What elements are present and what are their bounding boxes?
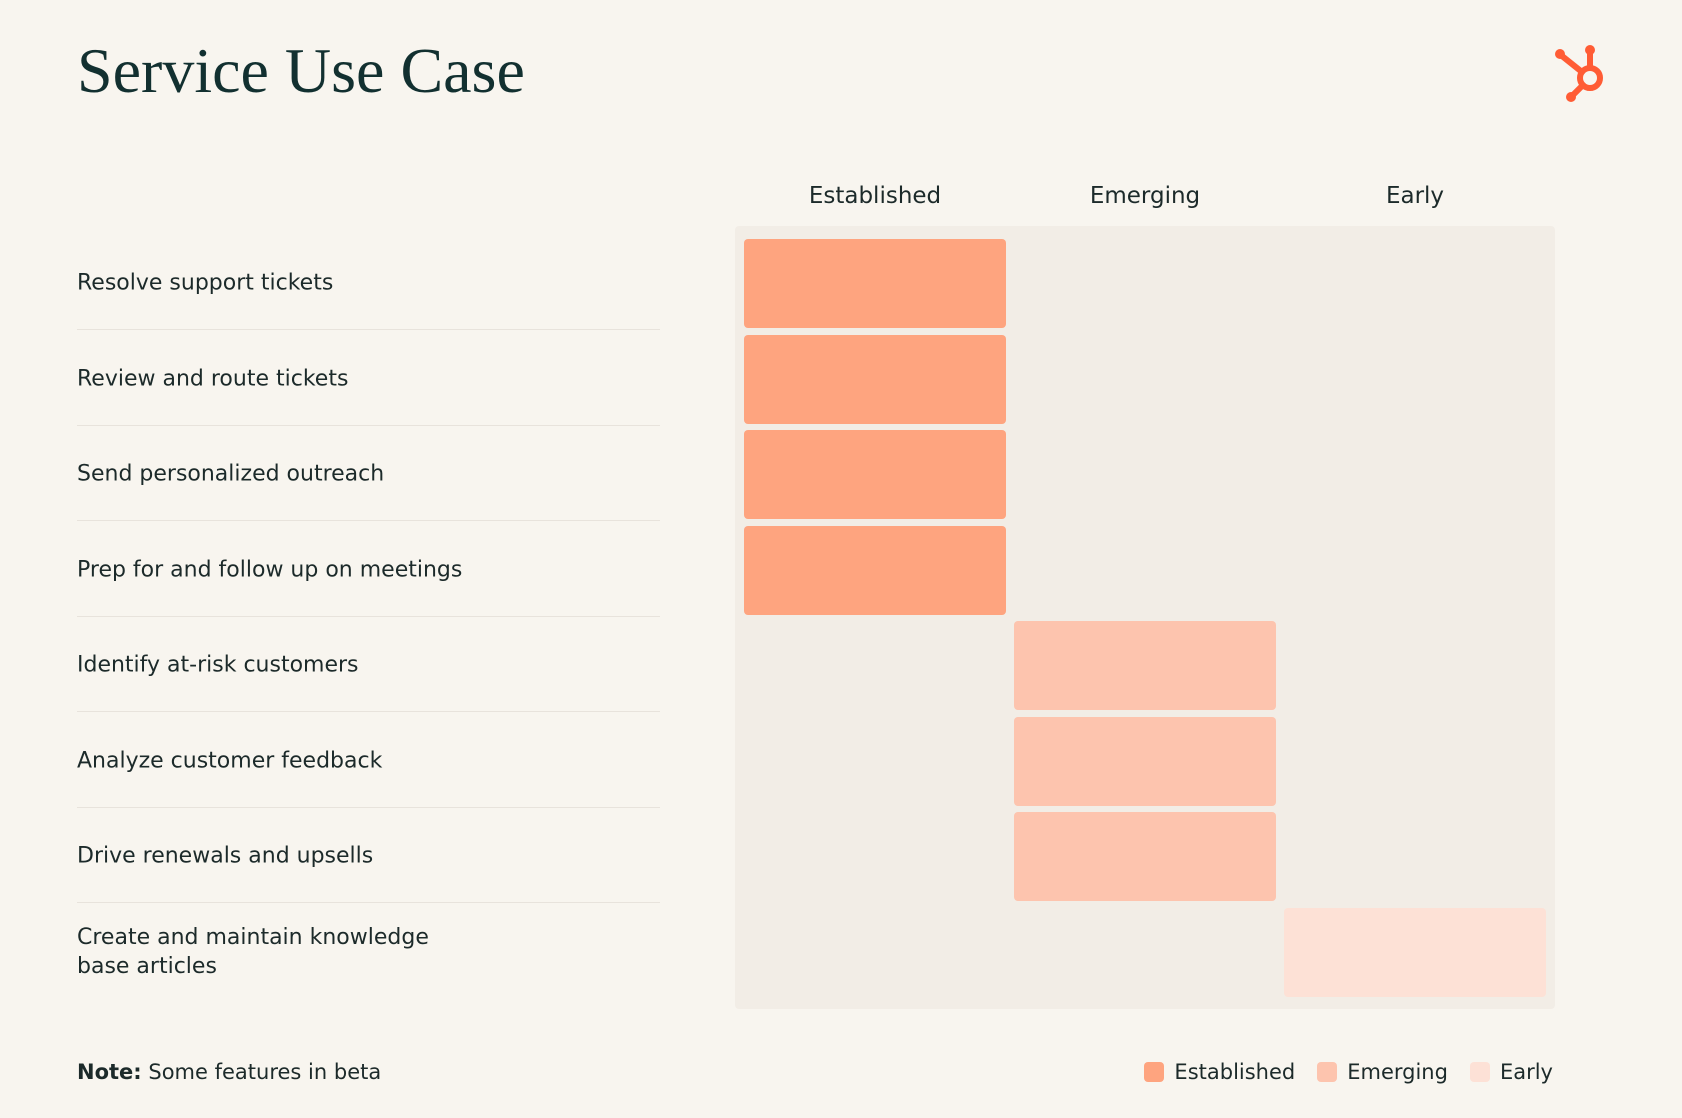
column-header: Early <box>1385 183 1445 209</box>
legend-label: Early <box>1499 1060 1553 1084</box>
row-label: Create and maintain knowledge base artic… <box>77 924 429 979</box>
row-divider <box>77 711 660 712</box>
row-divider <box>77 520 660 521</box>
title: Service Use Case <box>77 35 525 106</box>
note-label: Note: <box>77 1060 142 1084</box>
row-divider <box>77 329 660 330</box>
cell <box>1014 812 1276 901</box>
row-label: Prep for and follow up on meetings <box>77 557 463 582</box>
row-label: Send personalized outreach <box>77 461 385 487</box>
note: Note: Some features in beta <box>77 1060 381 1084</box>
legend-label: Emerging <box>1347 1060 1448 1084</box>
row-label: Resolve support tickets <box>77 270 334 296</box>
cell <box>1284 907 1546 997</box>
cell <box>744 334 1006 424</box>
legend: Established Emerging Early <box>1144 1060 1553 1084</box>
row-label: Drive renewals and upsells <box>77 843 374 869</box>
column-header: Emerging <box>1089 183 1201 209</box>
row-label: Identify at-risk customers <box>77 652 359 678</box>
row-divider <box>77 902 660 903</box>
legend-swatch <box>1144 1062 1165 1082</box>
row-divider <box>77 806 660 808</box>
legend-item: Emerging <box>1317 1060 1448 1084</box>
legend-swatch <box>1469 1062 1490 1082</box>
cell <box>744 525 1006 615</box>
legend-item: Early <box>1469 1060 1553 1084</box>
row-divider <box>77 615 660 617</box>
legend-item: Established <box>1144 1060 1295 1084</box>
legend-label: Established <box>1174 1060 1296 1084</box>
column-header: Established <box>808 183 942 209</box>
row-divider <box>77 424 660 426</box>
logo <box>1555 45 1603 102</box>
row-label: Analyze customer feedback <box>77 748 383 773</box>
row-label: Review and route tickets <box>77 366 349 391</box>
cell <box>744 430 1006 519</box>
cell <box>1014 621 1276 710</box>
cell <box>744 239 1006 328</box>
legend-swatch <box>1317 1062 1338 1082</box>
cell <box>1014 716 1276 806</box>
note-text: Some features in beta <box>148 1060 382 1084</box>
